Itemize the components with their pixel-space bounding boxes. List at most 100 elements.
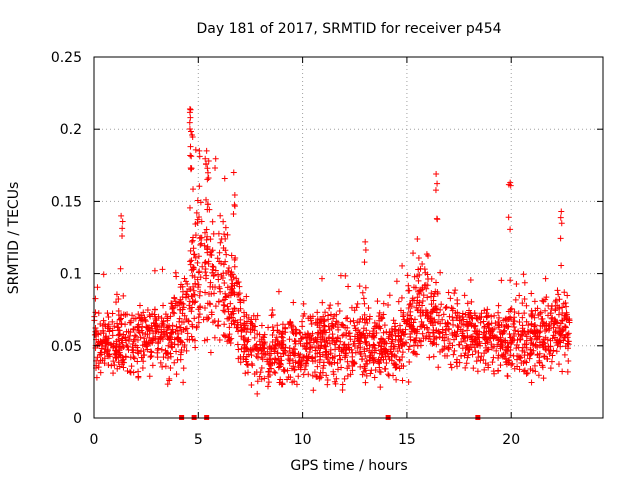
data-point xyxy=(220,301,227,308)
data-point xyxy=(326,360,333,367)
data-point xyxy=(382,365,389,372)
data-point xyxy=(115,351,122,358)
data-point xyxy=(265,383,271,390)
data-point xyxy=(521,279,528,286)
data-point xyxy=(440,311,447,318)
data-point xyxy=(371,374,378,381)
data-point xyxy=(130,349,137,356)
data-point xyxy=(380,311,387,318)
data-point xyxy=(350,361,357,368)
data-point xyxy=(382,353,389,360)
data-point xyxy=(309,358,316,365)
data-point xyxy=(552,328,559,335)
data-point xyxy=(149,310,156,317)
data-point xyxy=(543,294,550,301)
data-point xyxy=(540,375,547,382)
data-point xyxy=(274,350,281,357)
data-point xyxy=(162,363,169,370)
data-point xyxy=(279,345,286,352)
data-point xyxy=(483,347,490,354)
data-point xyxy=(385,372,392,379)
data-point xyxy=(528,290,535,297)
data-point xyxy=(450,351,457,358)
data-point xyxy=(314,309,321,316)
data-point xyxy=(372,347,379,354)
data-point xyxy=(400,312,407,319)
data-point xyxy=(174,356,181,363)
data-point xyxy=(376,309,383,316)
data-point xyxy=(228,252,235,259)
data-point xyxy=(261,375,268,382)
data-point xyxy=(397,307,404,314)
data-point xyxy=(128,363,135,370)
data-point xyxy=(554,342,561,349)
data-point xyxy=(304,335,311,342)
data-point xyxy=(191,315,198,322)
data-point xyxy=(546,350,553,357)
data-point xyxy=(126,332,133,339)
data-point xyxy=(515,328,522,335)
data-point xyxy=(169,326,176,333)
data-point xyxy=(308,321,315,328)
data-point xyxy=(102,334,109,341)
data-point xyxy=(411,273,418,280)
data-point xyxy=(415,277,422,284)
data-point xyxy=(468,314,475,321)
data-point xyxy=(224,303,231,310)
data-point xyxy=(507,182,514,189)
y-tick-label: 0.15 xyxy=(51,194,82,210)
data-point xyxy=(410,250,417,257)
data-point xyxy=(338,364,345,371)
data-point xyxy=(363,340,370,347)
data-point xyxy=(221,321,228,328)
data-point xyxy=(485,362,492,369)
data-point xyxy=(374,323,381,330)
data-point xyxy=(357,315,364,322)
data-point xyxy=(527,346,534,353)
data-point xyxy=(209,218,216,225)
data-point xyxy=(295,359,302,366)
data-point xyxy=(472,328,479,335)
data-point xyxy=(186,109,193,116)
data-point xyxy=(366,313,373,320)
y-tick-label: 0.25 xyxy=(51,50,82,66)
data-point xyxy=(548,318,555,325)
data-point xyxy=(120,344,127,351)
data-point xyxy=(562,312,569,319)
data-point xyxy=(329,354,336,361)
data-point xyxy=(202,160,209,167)
data-point xyxy=(423,285,430,292)
data-point xyxy=(103,340,110,347)
data-point xyxy=(419,330,426,337)
data-point xyxy=(167,334,174,341)
data-point xyxy=(277,361,284,368)
data-point xyxy=(115,308,122,315)
data-point xyxy=(244,318,251,325)
data-point xyxy=(155,340,162,347)
data-point xyxy=(429,322,436,329)
data-point xyxy=(173,348,180,355)
data-point xyxy=(549,314,556,321)
data-point xyxy=(399,354,406,361)
data-point xyxy=(407,331,414,338)
data-point xyxy=(155,345,162,352)
data-point xyxy=(301,366,308,373)
data-point xyxy=(529,329,536,336)
data-point xyxy=(494,341,501,348)
data-point xyxy=(243,293,250,300)
data-point xyxy=(254,390,261,397)
data-point xyxy=(241,348,248,355)
data-point xyxy=(195,306,202,313)
data-point xyxy=(204,233,211,240)
data-point xyxy=(466,307,473,314)
data-point xyxy=(221,296,228,303)
data-point xyxy=(442,327,449,334)
data-point xyxy=(194,259,201,266)
data-point xyxy=(561,351,568,358)
data-point xyxy=(399,262,406,269)
data-point xyxy=(392,320,399,327)
data-point xyxy=(361,335,368,342)
data-point xyxy=(335,344,342,351)
data-point xyxy=(198,240,205,247)
data-point xyxy=(483,313,490,320)
